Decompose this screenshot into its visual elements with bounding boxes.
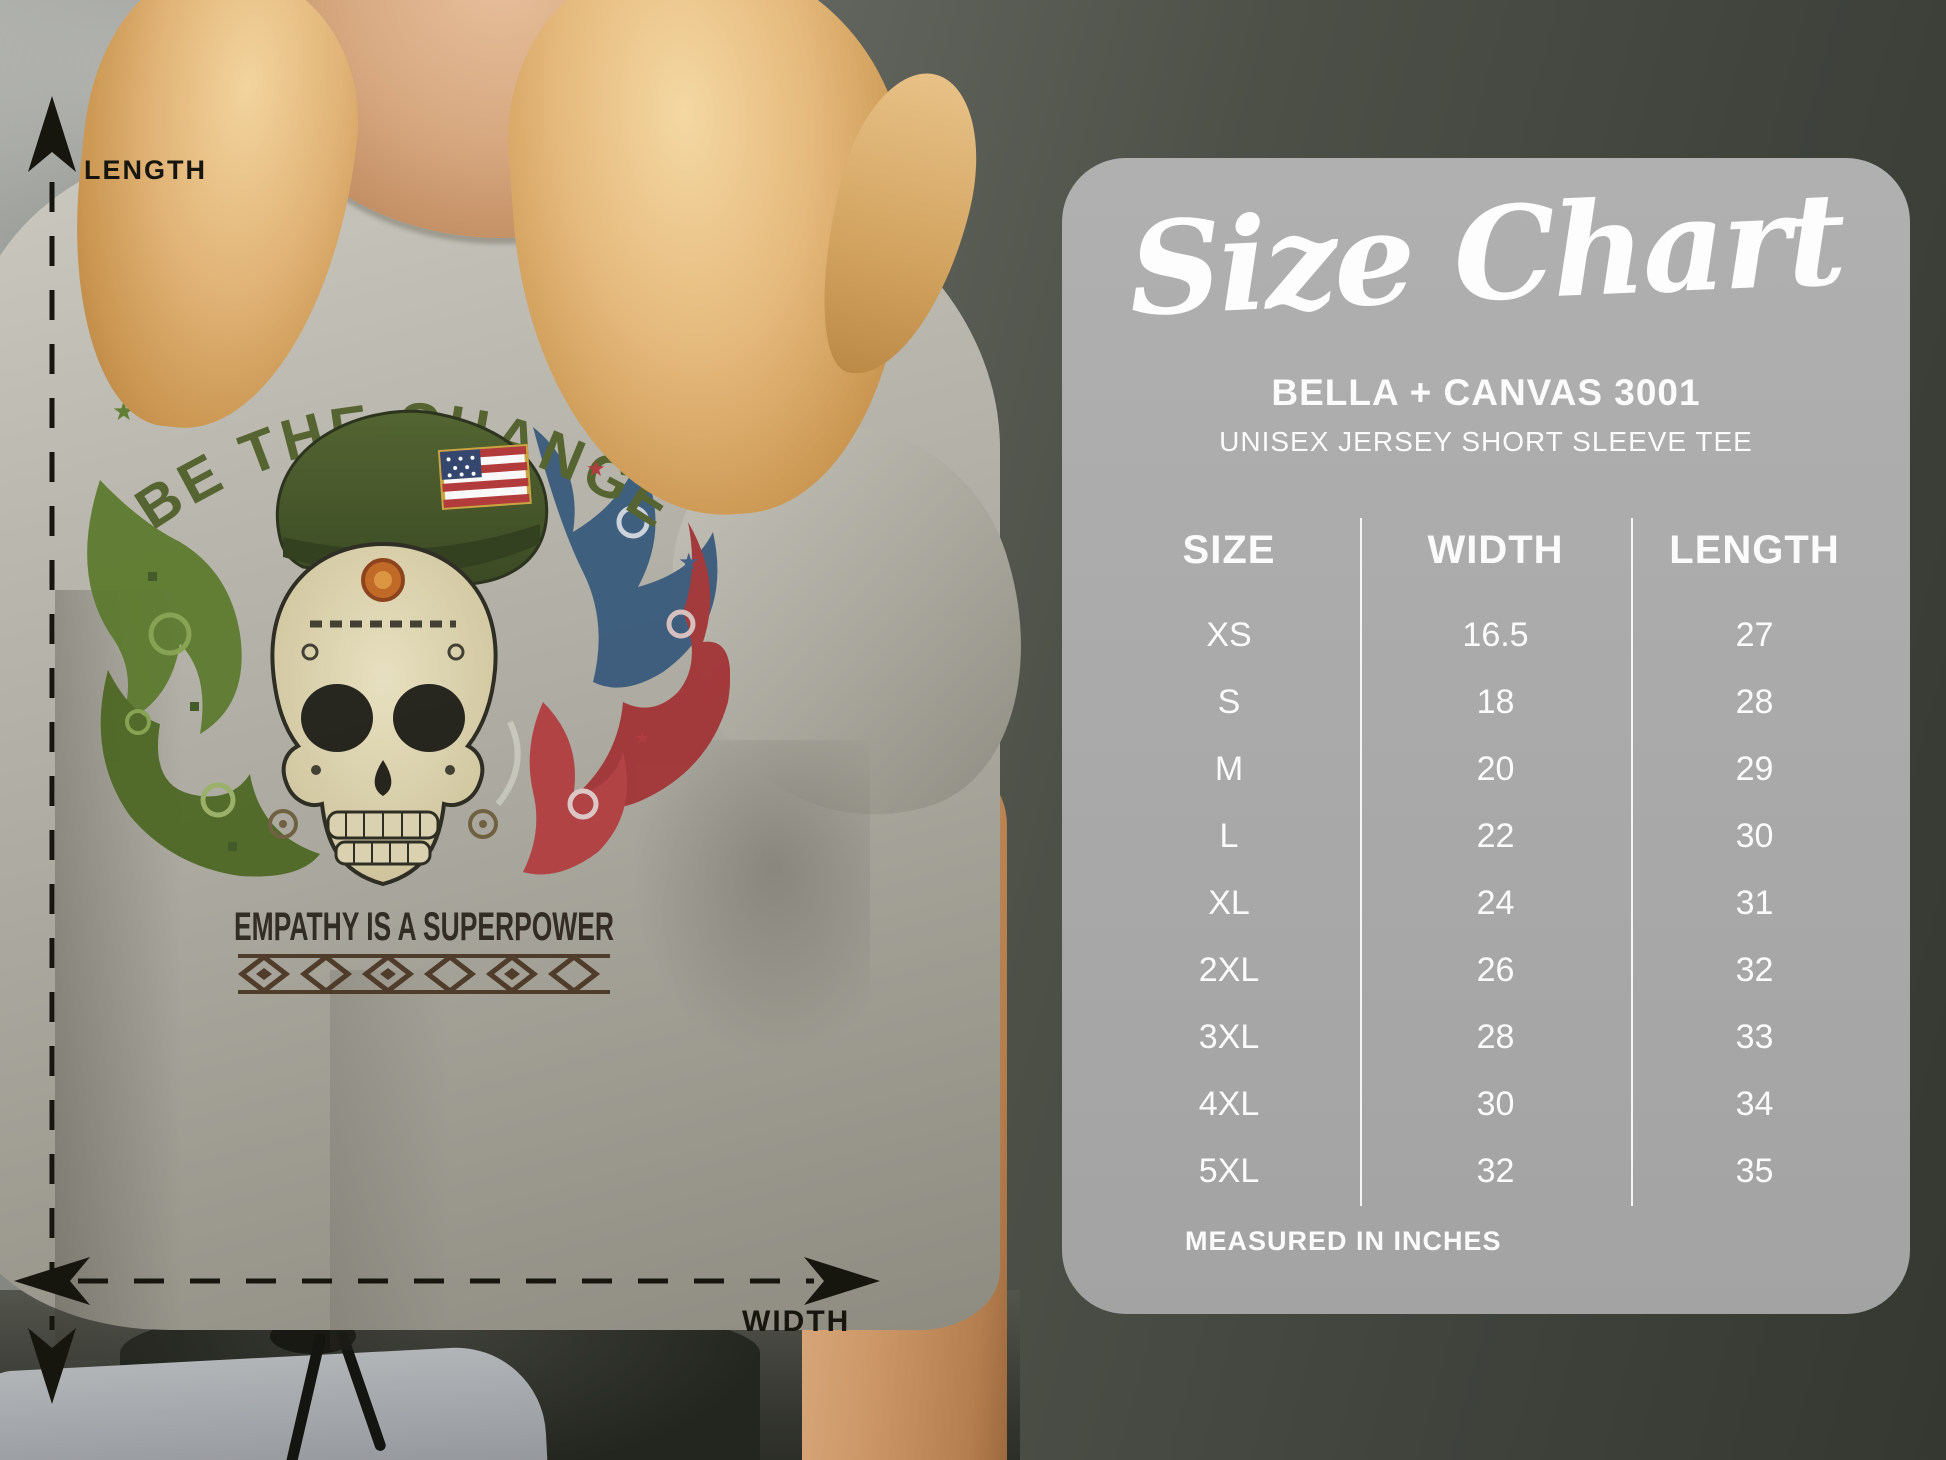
cell-width: 32 (1476, 1152, 1515, 1190)
tshirt-print-graphic: BE THE CHANGE ★ ★ ★ ★ ★ (86, 390, 730, 995)
table-row: S 18 28 (1098, 672, 1878, 732)
table-row: XS 16.5 27 (1098, 605, 1878, 665)
green-beret (275, 409, 549, 586)
size-chart-panel: Size Chart BELLA + CANVAS 3001 UNISEX JE… (1062, 158, 1910, 1314)
blue-red-flame-right (523, 427, 730, 875)
measured-in-inches-note: MEASURED IN INCHES (1185, 1226, 1502, 1256)
table-row: L 22 30 (1098, 806, 1878, 866)
star-accent: ★ (678, 549, 700, 576)
table-row: M 20 29 (1098, 739, 1878, 799)
cell-size: 4XL (1198, 1085, 1260, 1123)
table-row: 3XL 28 33 (1098, 1007, 1878, 1067)
length-label: LENGTH (84, 155, 207, 185)
cell-width: 18 (1476, 683, 1515, 721)
cell-width: 16.5 (1462, 616, 1529, 654)
cell-size: M (1214, 750, 1244, 788)
cell-width: 28 (1476, 1018, 1515, 1056)
cell-length: 28 (1735, 683, 1774, 721)
table-row: 4XL 30 34 (1098, 1074, 1878, 1134)
print-slogan: EMPATHY IS A SUPERPOWER (234, 905, 614, 949)
col-header-width: WIDTH (1427, 528, 1564, 572)
cell-size: XL (1208, 884, 1250, 922)
smoke-wisp (495, 720, 521, 806)
us-flag-patch (437, 443, 532, 510)
cell-length: 32 (1735, 951, 1774, 989)
cell-length: 35 (1735, 1152, 1774, 1190)
table-row: 5XL 32 35 (1098, 1141, 1878, 1201)
cell-length: 33 (1735, 1018, 1774, 1056)
cell-width: 30 (1476, 1085, 1515, 1123)
star-accent: ★ (86, 547, 104, 569)
skull (268, 541, 498, 887)
width-label: WIDTH (742, 1305, 851, 1338)
cell-size: 2XL (1198, 951, 1260, 989)
column-divider (1360, 518, 1362, 1206)
cell-length: 30 (1735, 817, 1774, 855)
col-header-size: SIZE (1182, 528, 1276, 572)
product-line: UNISEX JERSEY SHORT SLEEVE TEE (1219, 426, 1753, 457)
brand-line: BELLA + CANVAS 3001 (1271, 372, 1701, 413)
cell-length: 27 (1735, 616, 1774, 654)
cell-width: 22 (1476, 817, 1515, 855)
cell-size: S (1217, 683, 1241, 721)
cell-size: XS (1206, 616, 1252, 654)
cell-width: 24 (1476, 884, 1515, 922)
column-divider (1631, 518, 1633, 1206)
table-header-row: SIZE WIDTH LENGTH (1098, 520, 1878, 580)
cell-size: 3XL (1198, 1018, 1260, 1056)
cell-length: 31 (1735, 884, 1774, 922)
cell-width: 26 (1476, 951, 1515, 989)
cell-size: 5XL (1198, 1152, 1260, 1190)
star-accent: ★ (586, 456, 606, 481)
cell-size: L (1219, 817, 1239, 855)
table-row: XL 24 31 (1098, 873, 1878, 933)
panel-title: Size Chart (1125, 164, 1847, 346)
tribal-border (237, 953, 610, 995)
table-row: 2XL 26 32 (1098, 940, 1878, 1000)
cell-length: 29 (1735, 750, 1774, 788)
col-header-length: LENGTH (1669, 528, 1840, 572)
cell-length: 34 (1735, 1085, 1774, 1123)
cell-width: 20 (1476, 750, 1515, 788)
green-flame-left (87, 480, 321, 877)
star-accent: ★ (634, 728, 650, 748)
